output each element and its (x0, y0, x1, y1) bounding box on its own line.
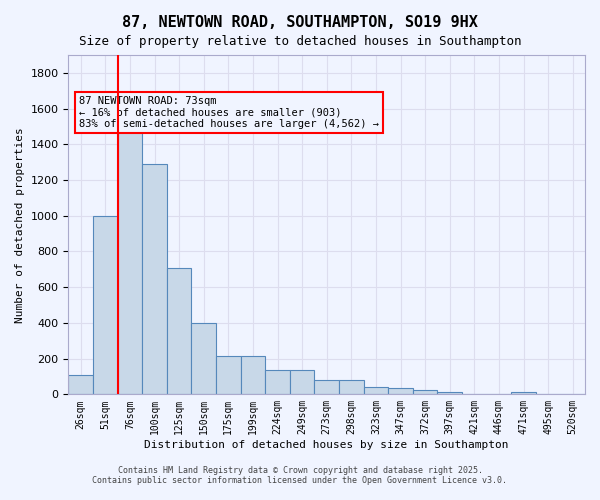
Bar (364, 387, 388, 394)
Text: 87 NEWTOWN ROAD: 73sqm
← 16% of detached houses are smaller (903)
83% of semi-de: 87 NEWTOWN ROAD: 73sqm ← 16% of detached… (79, 96, 379, 129)
Bar (118, 126, 142, 394)
Bar (167, 268, 191, 394)
Y-axis label: Number of detached properties: Number of detached properties (15, 127, 25, 322)
X-axis label: Distribution of detached houses by size in Southampton: Distribution of detached houses by size … (145, 440, 509, 450)
Bar (191, 323, 216, 394)
Bar (93, 216, 118, 394)
Bar (339, 380, 364, 394)
Bar (142, 164, 167, 394)
Bar (290, 370, 314, 394)
Bar (413, 390, 437, 394)
Bar (314, 380, 339, 394)
Text: Contains HM Land Registry data © Crown copyright and database right 2025.
Contai: Contains HM Land Registry data © Crown c… (92, 466, 508, 485)
Bar (216, 356, 241, 395)
Bar (241, 356, 265, 395)
Bar (68, 374, 93, 394)
Text: Size of property relative to detached houses in Southampton: Size of property relative to detached ho… (79, 35, 521, 48)
Bar (437, 392, 462, 394)
Bar (265, 370, 290, 394)
Bar (511, 392, 536, 394)
Bar (388, 388, 413, 394)
Text: 87, NEWTOWN ROAD, SOUTHAMPTON, SO19 9HX: 87, NEWTOWN ROAD, SOUTHAMPTON, SO19 9HX (122, 15, 478, 30)
